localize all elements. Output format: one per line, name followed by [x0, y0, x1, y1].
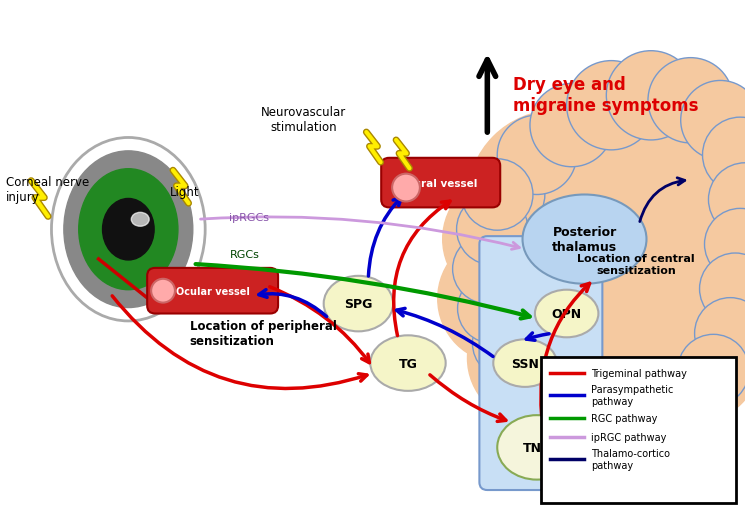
Text: Dry eye and
migraine symptoms: Dry eye and migraine symptoms: [513, 76, 698, 115]
Circle shape: [631, 294, 750, 423]
Text: Light: Light: [170, 185, 200, 198]
Circle shape: [620, 377, 692, 448]
Ellipse shape: [370, 335, 446, 391]
FancyArrowPatch shape: [196, 265, 530, 319]
Ellipse shape: [103, 199, 154, 261]
Circle shape: [694, 298, 750, 370]
FancyBboxPatch shape: [479, 237, 602, 490]
Circle shape: [492, 338, 562, 408]
Text: RGC pathway: RGC pathway: [592, 413, 658, 423]
Text: Dural vessel: Dural vessel: [404, 178, 477, 188]
Circle shape: [652, 360, 723, 432]
Circle shape: [703, 118, 750, 193]
Ellipse shape: [523, 195, 646, 284]
Circle shape: [537, 91, 695, 249]
Circle shape: [550, 377, 622, 448]
Circle shape: [470, 157, 544, 233]
Circle shape: [392, 174, 420, 202]
Circle shape: [678, 335, 749, 406]
FancyArrowPatch shape: [430, 375, 506, 421]
FancyArrowPatch shape: [368, 198, 401, 276]
Text: OPN: OPN: [551, 307, 582, 320]
Circle shape: [452, 235, 522, 304]
Ellipse shape: [494, 340, 556, 387]
Text: Location of peripheral
sensitization: Location of peripheral sensitization: [190, 320, 337, 348]
Circle shape: [596, 81, 750, 240]
Text: Location of central
sensitization: Location of central sensitization: [578, 253, 695, 275]
Circle shape: [438, 235, 567, 363]
Ellipse shape: [64, 152, 193, 308]
Circle shape: [704, 209, 750, 280]
Text: TNC: TNC: [523, 441, 551, 454]
Text: ipRGC pathway: ipRGC pathway: [592, 433, 667, 443]
Text: Parasympathetic
pathway: Parasympathetic pathway: [592, 384, 674, 406]
Circle shape: [567, 151, 750, 349]
Circle shape: [709, 163, 750, 237]
FancyArrowPatch shape: [112, 296, 367, 389]
Circle shape: [656, 240, 750, 378]
Circle shape: [497, 116, 577, 195]
Circle shape: [646, 126, 750, 264]
Text: Ocular vessel: Ocular vessel: [176, 286, 250, 296]
Circle shape: [461, 159, 533, 231]
Ellipse shape: [79, 169, 178, 290]
FancyBboxPatch shape: [147, 268, 278, 314]
Circle shape: [497, 140, 750, 398]
FancyBboxPatch shape: [381, 158, 500, 208]
Circle shape: [581, 324, 710, 453]
Circle shape: [648, 59, 734, 144]
Circle shape: [606, 51, 695, 140]
Circle shape: [681, 81, 750, 160]
FancyArrowPatch shape: [200, 217, 519, 250]
Text: SSN: SSN: [511, 357, 539, 370]
Circle shape: [442, 175, 572, 304]
Text: Trigeminal pathway: Trigeminal pathway: [592, 369, 687, 378]
Circle shape: [519, 362, 590, 434]
Ellipse shape: [324, 276, 393, 332]
Circle shape: [467, 111, 646, 289]
FancyBboxPatch shape: [541, 357, 736, 503]
Circle shape: [522, 324, 651, 453]
Circle shape: [458, 274, 527, 344]
Circle shape: [666, 180, 750, 319]
Text: RGCs: RGCs: [230, 249, 260, 260]
FancyArrowPatch shape: [397, 309, 493, 357]
Circle shape: [152, 279, 175, 303]
Ellipse shape: [52, 138, 206, 321]
Circle shape: [586, 382, 657, 454]
Text: TG: TG: [398, 357, 418, 370]
FancyArrowPatch shape: [270, 287, 369, 363]
Ellipse shape: [131, 213, 149, 227]
Text: Posterior
thalamus: Posterior thalamus: [552, 225, 617, 253]
Text: ipRGCs: ipRGCs: [230, 213, 269, 223]
FancyArrowPatch shape: [259, 290, 326, 317]
Circle shape: [700, 253, 750, 325]
FancyArrowPatch shape: [526, 333, 549, 341]
Text: Thalamo-cortico
pathway: Thalamo-cortico pathway: [592, 448, 670, 470]
Circle shape: [530, 84, 614, 167]
Circle shape: [457, 194, 528, 265]
FancyArrowPatch shape: [541, 284, 590, 415]
Circle shape: [472, 309, 542, 378]
Circle shape: [507, 160, 746, 398]
FancyArrowPatch shape: [640, 179, 685, 222]
Circle shape: [567, 62, 656, 151]
Text: SPG: SPG: [344, 297, 373, 310]
Text: Neurovascular
stimulation: Neurovascular stimulation: [261, 106, 346, 134]
Ellipse shape: [497, 415, 577, 479]
Text: Corneal nerve
injury: Corneal nerve injury: [6, 175, 89, 203]
Ellipse shape: [535, 290, 598, 337]
Circle shape: [467, 294, 596, 423]
FancyArrowPatch shape: [394, 202, 450, 336]
